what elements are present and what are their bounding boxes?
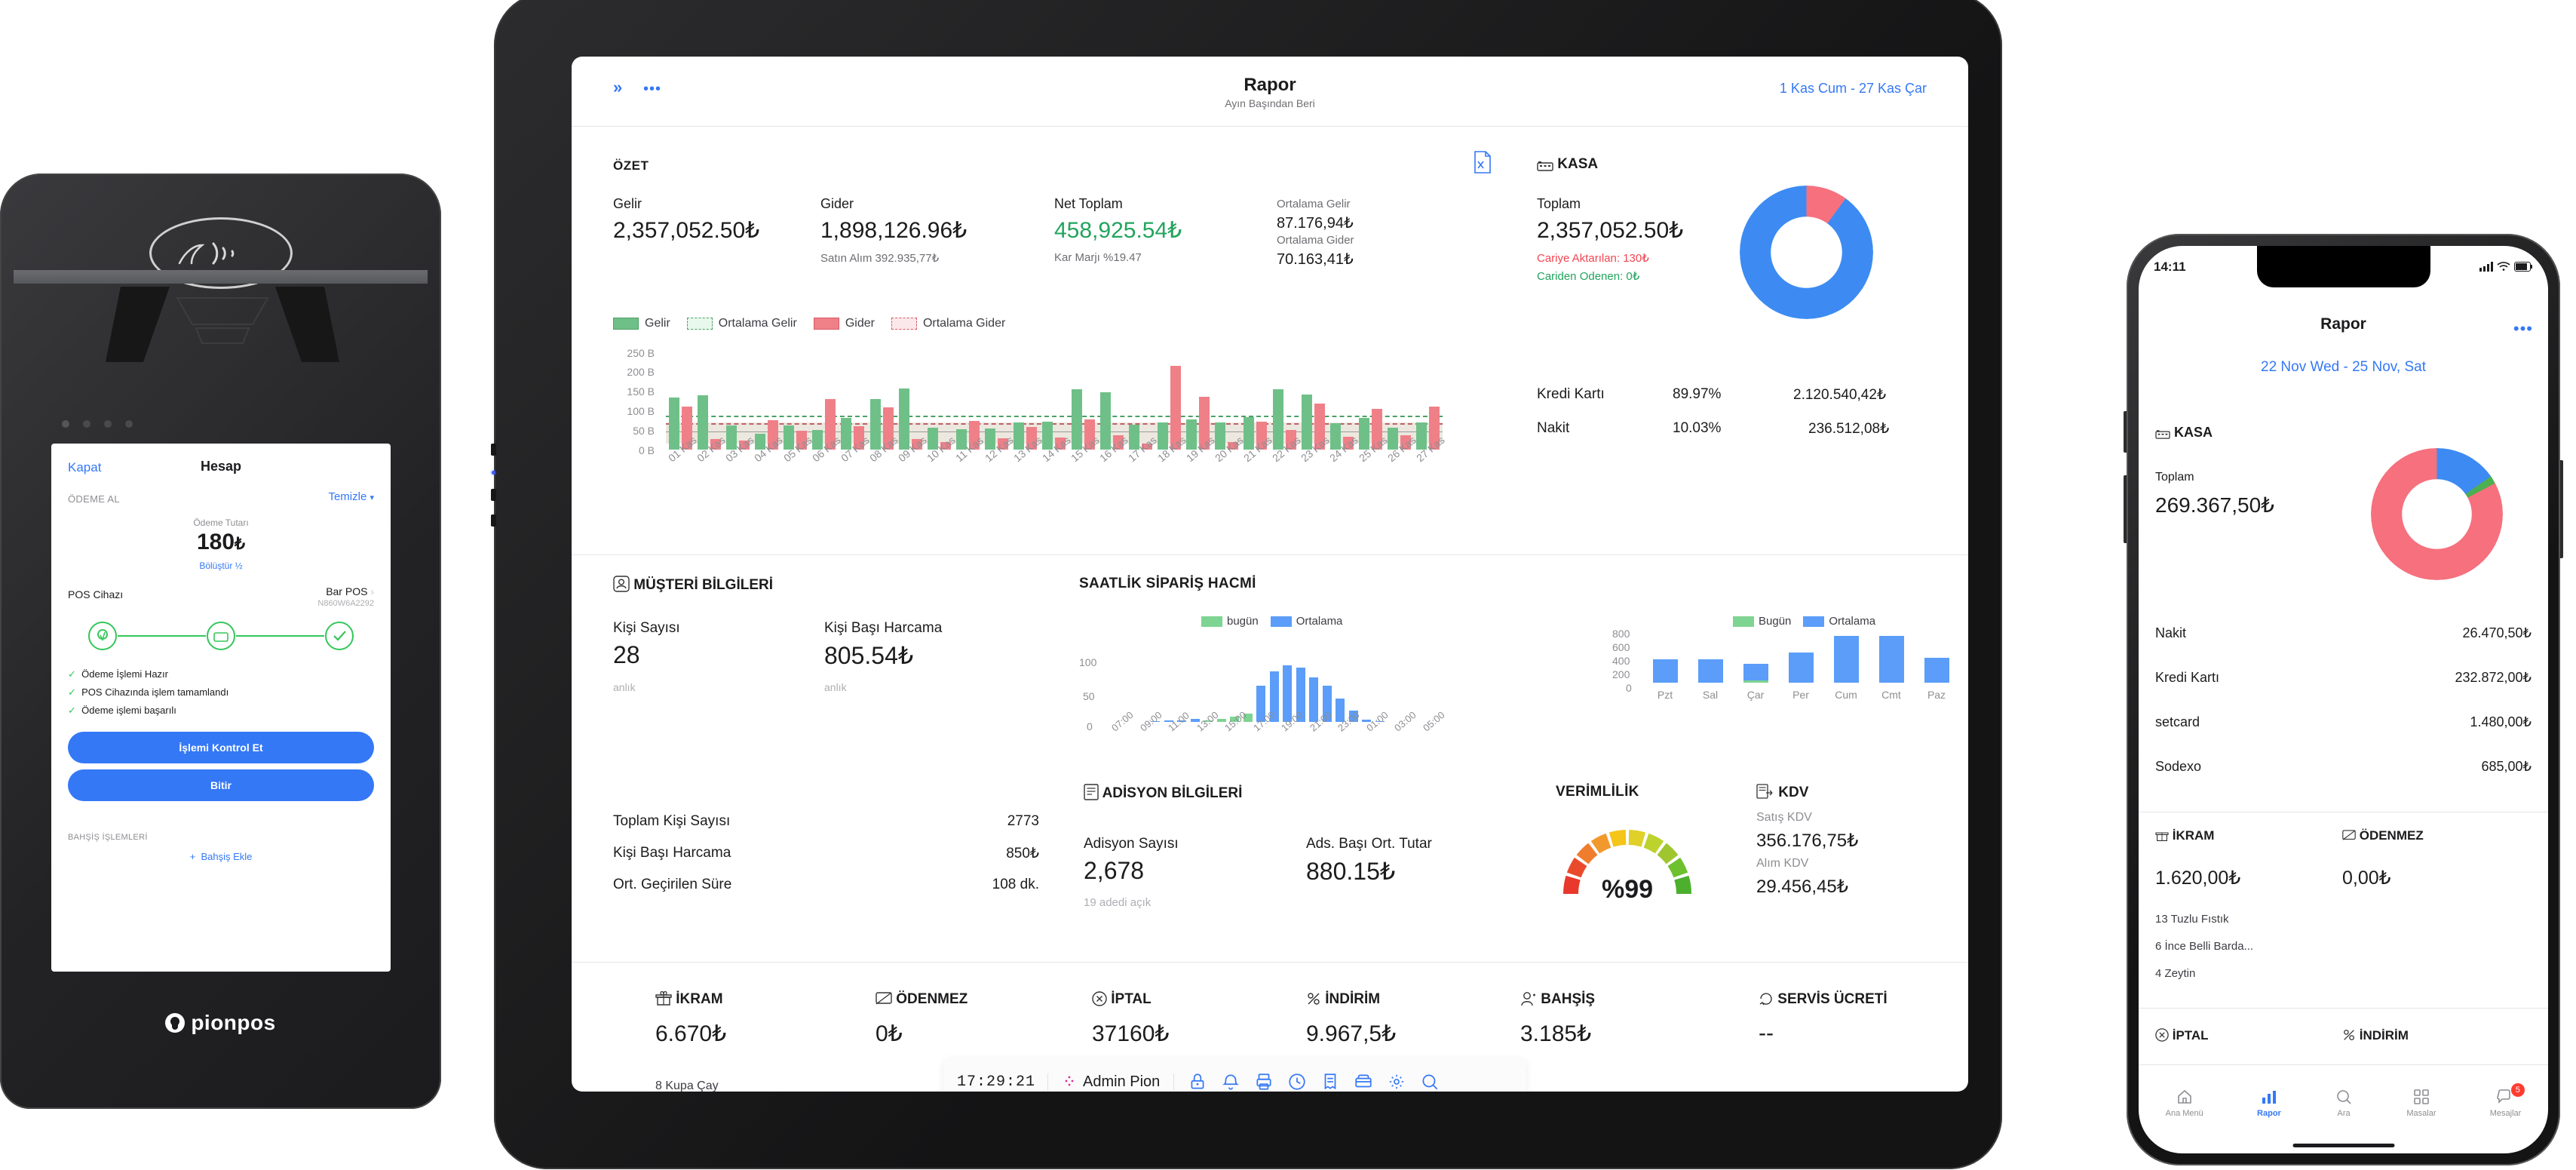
svg-text:%99: %99 (1602, 875, 1653, 904)
